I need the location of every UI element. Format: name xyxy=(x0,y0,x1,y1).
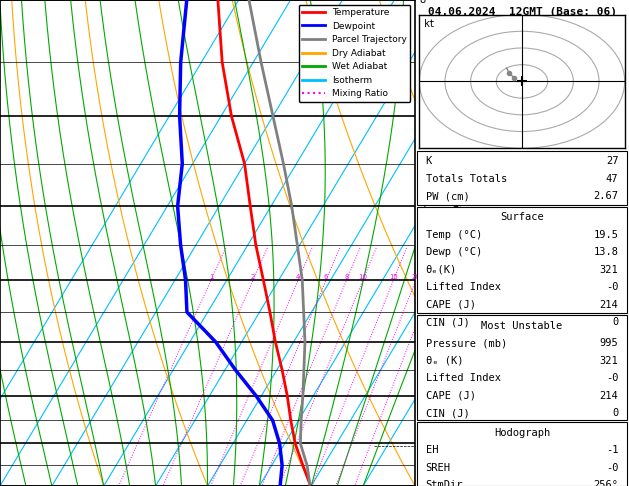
Text: CIN (J): CIN (J) xyxy=(426,317,469,328)
Text: 214: 214 xyxy=(599,391,618,401)
Text: CAPE (J): CAPE (J) xyxy=(426,391,476,401)
Text: -1: -1 xyxy=(606,445,618,455)
Text: 0: 0 xyxy=(612,408,618,418)
Text: Totals Totals: Totals Totals xyxy=(426,174,507,184)
Text: Dewp (°C): Dewp (°C) xyxy=(426,247,482,258)
Text: 6: 6 xyxy=(324,274,328,280)
Text: EH: EH xyxy=(426,445,438,455)
Text: 04.06.2024  12GMT (Base: 06): 04.06.2024 12GMT (Base: 06) xyxy=(428,7,616,17)
Text: 8: 8 xyxy=(345,274,349,280)
Text: -0: -0 xyxy=(606,373,618,383)
Text: CAPE (J): CAPE (J) xyxy=(426,300,476,310)
Text: 25: 25 xyxy=(430,274,438,280)
Text: CIN (J): CIN (J) xyxy=(426,408,469,418)
Text: Hodograph: Hodograph xyxy=(494,428,550,438)
Bar xyxy=(417,207,627,313)
Text: 20: 20 xyxy=(411,274,421,280)
Text: 27: 27 xyxy=(606,156,618,167)
Text: 15: 15 xyxy=(389,274,398,280)
Text: Surface: Surface xyxy=(500,212,544,223)
Text: 321: 321 xyxy=(599,265,618,275)
Text: 3: 3 xyxy=(419,337,425,347)
Text: 1: 1 xyxy=(419,438,425,449)
Text: 4: 4 xyxy=(419,275,425,285)
Text: 995: 995 xyxy=(599,338,618,348)
Text: Mixing Ratio (g/kg): Mixing Ratio (g/kg) xyxy=(452,197,462,289)
Text: K: K xyxy=(426,156,432,167)
Text: 2: 2 xyxy=(419,391,425,401)
Text: 0: 0 xyxy=(612,317,618,328)
Text: θₑ(K): θₑ(K) xyxy=(426,265,457,275)
Text: 7: 7 xyxy=(419,57,425,67)
Text: -0: -0 xyxy=(606,463,618,473)
Bar xyxy=(417,422,627,486)
Text: 47: 47 xyxy=(606,174,618,184)
Text: 256°: 256° xyxy=(593,480,618,486)
Text: 321: 321 xyxy=(599,356,618,366)
Text: Temp (°C): Temp (°C) xyxy=(426,230,482,240)
Text: 6: 6 xyxy=(419,111,425,121)
Text: Lifted Index: Lifted Index xyxy=(426,373,501,383)
Text: 2: 2 xyxy=(251,274,255,280)
Bar xyxy=(417,315,627,420)
Text: Pressure (mb): Pressure (mb) xyxy=(426,338,507,348)
Text: 19.5: 19.5 xyxy=(593,230,618,240)
Text: StmDir: StmDir xyxy=(426,480,463,486)
Text: 1: 1 xyxy=(209,274,213,280)
Legend: Temperature, Dewpoint, Parcel Trajectory, Dry Adiabat, Wet Adiabat, Isotherm, Mi: Temperature, Dewpoint, Parcel Trajectory… xyxy=(299,4,411,102)
Text: 214: 214 xyxy=(599,300,618,310)
Text: Lifted Index: Lifted Index xyxy=(426,282,501,293)
Text: LCL: LCL xyxy=(419,441,434,450)
Text: 2.67: 2.67 xyxy=(593,191,618,202)
Text: Most Unstable: Most Unstable xyxy=(481,321,562,331)
Text: 8: 8 xyxy=(419,0,425,5)
Text: PW (cm): PW (cm) xyxy=(426,191,469,202)
Bar xyxy=(417,151,627,205)
Text: SREH: SREH xyxy=(426,463,451,473)
Text: 13.8: 13.8 xyxy=(593,247,618,258)
Text: 5: 5 xyxy=(419,201,425,211)
Text: θₑ (K): θₑ (K) xyxy=(426,356,463,366)
Text: 4: 4 xyxy=(296,274,301,280)
Text: -0: -0 xyxy=(606,282,618,293)
Text: 10: 10 xyxy=(359,274,367,280)
